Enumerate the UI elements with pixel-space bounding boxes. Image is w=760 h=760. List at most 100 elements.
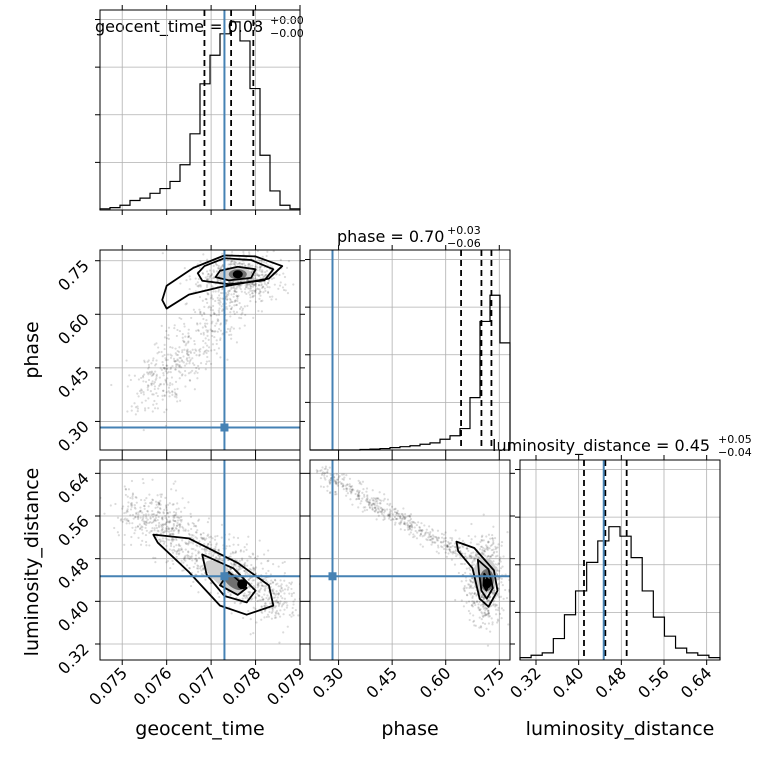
sample-point [187,353,190,356]
sample-point [498,562,501,566]
contour-line [201,553,257,604]
sample-point [126,508,129,511]
sample-point [188,362,191,365]
sample-point [480,626,483,629]
sample-point [383,493,386,496]
sample-point [194,554,198,557]
sample-point [154,518,157,522]
sample-point [500,540,504,544]
sample-point [424,533,427,536]
sample-point [175,538,178,542]
sample-point [122,505,125,508]
sample-point [199,347,202,351]
sample-point [366,498,369,502]
sample-point [149,390,152,393]
sample-point [161,252,164,255]
sample-point [286,292,290,295]
sample-point [171,346,174,349]
sample-point [187,334,190,338]
sample-point [395,513,398,516]
sample-point [181,550,185,553]
sample-point [140,376,143,380]
sample-point [319,469,322,472]
title-luminosity-distance: luminosity_distance = 0.45 [492,436,710,456]
sample-point [201,326,204,329]
sample-point [256,555,259,558]
sample-point [501,584,504,587]
sample-point [481,614,484,618]
sample-point [494,555,497,558]
sample-point [172,516,175,519]
sample-point [172,533,175,536]
sample-point [187,372,191,375]
sample-point [247,609,250,613]
sample-point [169,520,172,524]
sample-point [153,387,156,391]
sample-point [185,357,189,360]
sample-point [249,287,253,290]
sample-point [189,515,193,519]
sample-point [180,520,183,523]
sample-point [126,510,129,513]
sample-point [238,566,242,569]
sample-point [468,556,471,559]
sample-point [233,551,236,554]
sample-point [483,611,486,614]
sample-point [235,341,239,344]
sample-point [199,310,202,313]
sample-point [155,362,158,366]
sample-point [194,573,197,576]
sample-point [123,518,126,521]
sample-point [201,272,205,275]
sample-point [392,513,395,516]
sample-point [256,273,259,276]
sample-point [487,610,490,613]
sample-point [497,619,500,622]
sample-point [247,263,250,266]
sample-point [449,546,453,549]
sample-point [486,599,489,602]
sample-point [192,580,195,583]
sample-point [139,516,142,519]
sample-point [265,572,268,575]
sample-point [220,559,223,562]
sample-point [232,564,235,568]
sample-point [136,407,139,410]
sample-point [495,613,498,616]
sample-point [144,380,148,383]
sample-point [283,579,286,582]
sample-point [471,600,474,603]
sample-point [254,607,257,611]
sample-point [359,502,362,505]
sample-point [486,644,490,647]
sample-point [383,510,387,513]
sample-point [233,312,236,315]
sample-point [420,522,423,525]
sample-point [174,489,178,492]
sample-point [152,403,155,406]
sample-point [221,559,224,562]
sample-point [145,523,148,527]
sample-point [217,554,220,557]
sample-point [467,600,471,603]
sample-point [467,549,470,553]
sample-point [496,592,500,595]
sample-point [136,405,139,408]
sample-point [251,282,254,285]
sample-point [217,299,220,302]
sample-point [381,508,384,511]
sample-point [277,603,281,606]
sample-point [195,354,198,357]
sample-point [229,281,232,284]
sample-point [468,586,471,590]
sample-point [461,539,465,542]
sample-point [194,562,197,565]
sample-point [244,596,247,599]
truth-marker [328,572,337,581]
sample-point [478,616,481,619]
sample-point [285,266,289,270]
sample-point [257,284,261,287]
sample-point [220,536,223,539]
sample-point [403,528,406,532]
sample-point [186,554,189,557]
